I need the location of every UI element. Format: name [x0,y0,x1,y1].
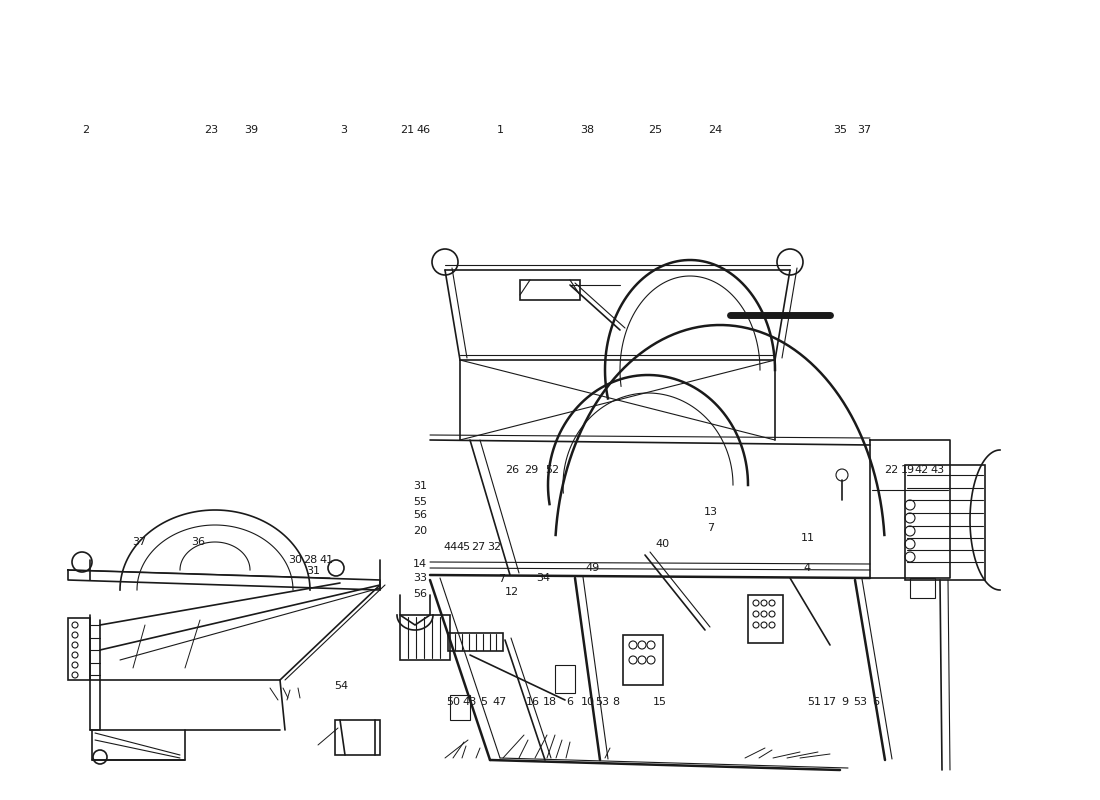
Bar [450,695,470,720]
Text: 53: 53 [595,698,608,707]
Bar [336,720,380,755]
Text: 36: 36 [191,538,205,547]
Text: 53: 53 [854,698,867,707]
Text: 11: 11 [801,533,814,542]
Text: 4: 4 [804,563,811,573]
Bar [448,633,503,651]
Text: 13: 13 [704,507,717,517]
Text: 22: 22 [884,466,898,475]
Text: 1: 1 [497,125,504,134]
Bar [400,615,450,660]
Text: 38: 38 [581,125,594,134]
Text: 8: 8 [613,698,619,707]
Text: 33: 33 [414,573,427,582]
Text: 40: 40 [656,539,669,549]
Text: 23: 23 [205,125,218,134]
Text: 28: 28 [304,555,317,565]
Text: 46: 46 [417,125,430,134]
Text: 18: 18 [543,698,557,707]
Text: 43: 43 [931,466,944,475]
Text: 56: 56 [414,510,427,520]
Text: 26: 26 [506,466,519,475]
Text: 10: 10 [581,698,594,707]
Text: 14: 14 [414,559,427,569]
Text: 52: 52 [546,466,559,475]
Text: 7: 7 [707,523,714,533]
Text: 39: 39 [244,125,257,134]
Text: 6: 6 [872,698,879,707]
Text: 51: 51 [807,698,821,707]
Text: 44: 44 [444,542,458,552]
Text: 50: 50 [447,698,460,707]
Text: 3: 3 [340,125,346,134]
Text: 29: 29 [525,466,538,475]
Text: 31: 31 [414,482,427,491]
Text: 21: 21 [400,125,414,134]
Text: 41: 41 [320,555,333,565]
Text: 47: 47 [493,698,506,707]
Bar [556,665,575,693]
Text: 15: 15 [653,698,667,707]
Text: 37: 37 [133,538,146,547]
Text: 17: 17 [823,698,836,707]
Text: 9: 9 [842,698,848,707]
Text: 6: 6 [566,698,573,707]
Text: 2: 2 [82,125,89,134]
Bar [748,595,783,643]
Text: 24: 24 [708,125,722,134]
Text: 25: 25 [649,125,662,134]
Text: 31: 31 [307,566,320,576]
Bar [520,280,580,300]
Text: 19: 19 [901,466,914,475]
Text: 42: 42 [915,466,928,475]
Text: 30: 30 [288,555,301,565]
Text: 12: 12 [505,587,518,597]
Text: 35: 35 [834,125,847,134]
Text: 54: 54 [334,682,348,691]
Text: 45: 45 [456,542,470,552]
Text: 5: 5 [481,698,487,707]
Text: 27: 27 [472,542,485,552]
Text: 49: 49 [586,563,600,573]
Text: 32: 32 [487,542,500,552]
Text: 48: 48 [463,698,476,707]
Bar [910,578,935,598]
Text: 55: 55 [414,497,427,506]
Bar [68,618,90,680]
Text: 37: 37 [858,125,871,134]
Text: 34: 34 [537,573,550,582]
Text: 20: 20 [414,526,427,536]
Text: 56: 56 [414,589,427,598]
Text: 7: 7 [498,574,505,584]
Bar [623,635,663,685]
Bar [905,465,984,580]
Text: 16: 16 [526,698,539,707]
